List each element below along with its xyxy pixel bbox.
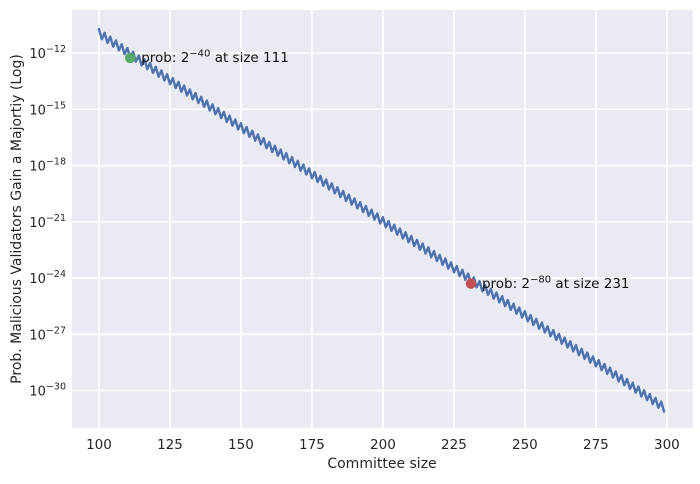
y-tick-label-1e-27: 10−27 [29,325,66,343]
annotation-suffix: at size 111 [210,49,289,66]
y-tick-label-1e-24: 10−24 [29,269,66,287]
y-tick-label-1e-21: 10−21 [29,213,66,231]
x-tick-label-200: 200 [370,437,396,453]
x-tick-label-125: 125 [157,437,183,453]
marker-size-111 [125,52,136,64]
x-tick-label-100: 100 [86,437,112,453]
y-tick-label-1e-30: 10−30 [29,382,66,400]
annotation-size-231: prob: 2−80 at size 231 [482,274,630,294]
x-tick-label-150: 150 [228,437,254,453]
annotation-prefix: prob: 2 [481,275,531,292]
y-tick-label-1e-18: 10−18 [29,157,66,175]
annotation-size-111: prob: 2−40 at size 111 [141,48,289,68]
x-tick-label-225: 225 [441,437,467,453]
annotation-prefix: prob: 2 [141,49,190,66]
x-tick-label-250: 250 [512,437,538,453]
annotation-suffix: at size 231 [551,275,630,292]
y-tick-label-1e-15: 10−15 [29,100,66,118]
y-axis-label: Prob. Malicious Validators Gain a Majort… [9,54,25,384]
probability-line [97,27,666,413]
x-tick-label-300: 300 [654,437,680,453]
annotation-exponent: −40 [189,48,211,60]
annotation-exponent: −80 [530,274,552,286]
x-axis-label: Committee size [327,456,437,472]
x-tick-label-175: 175 [299,437,325,453]
x-tick-label-275: 275 [583,437,609,453]
marker-size-231 [465,278,477,289]
y-tick-label-1e-12: 10−12 [29,44,66,62]
